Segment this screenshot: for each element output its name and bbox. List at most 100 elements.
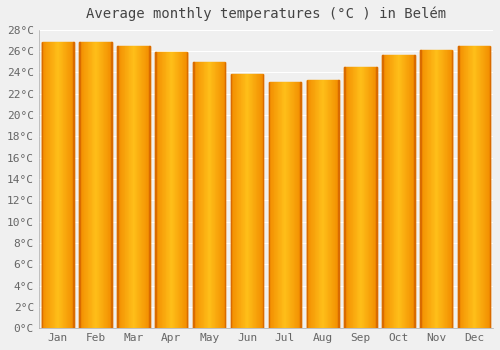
Bar xyxy=(140,46,141,328)
Bar xyxy=(260,74,262,328)
Bar xyxy=(243,74,244,328)
Bar xyxy=(344,67,346,328)
Bar xyxy=(322,80,324,328)
Bar xyxy=(486,46,487,328)
Bar xyxy=(446,50,448,328)
Bar xyxy=(300,82,301,328)
Bar xyxy=(482,46,483,328)
Bar xyxy=(321,80,322,328)
Bar xyxy=(422,50,424,328)
Bar xyxy=(429,50,430,328)
Bar xyxy=(104,42,105,328)
Bar xyxy=(160,52,161,328)
Bar xyxy=(108,42,110,328)
Bar xyxy=(352,67,354,328)
Bar xyxy=(258,74,259,328)
Bar xyxy=(53,42,54,328)
Bar xyxy=(196,62,197,328)
Bar xyxy=(176,52,177,328)
Bar xyxy=(46,42,48,328)
Bar xyxy=(360,67,362,328)
Bar xyxy=(309,80,310,328)
Bar xyxy=(334,80,335,328)
Bar xyxy=(390,55,391,328)
Bar xyxy=(105,42,106,328)
Bar xyxy=(168,52,169,328)
Bar xyxy=(440,50,441,328)
Bar xyxy=(331,80,332,328)
Bar xyxy=(86,42,88,328)
Bar xyxy=(42,42,43,328)
Bar xyxy=(213,62,214,328)
Bar xyxy=(460,46,462,328)
Bar xyxy=(244,74,246,328)
Bar xyxy=(366,67,367,328)
Bar xyxy=(484,46,486,328)
Bar xyxy=(426,50,428,328)
Bar xyxy=(177,52,178,328)
Bar xyxy=(433,50,434,328)
Bar xyxy=(404,55,405,328)
Bar xyxy=(449,50,450,328)
Bar xyxy=(236,74,238,328)
Bar xyxy=(310,80,312,328)
Bar xyxy=(467,46,468,328)
Bar xyxy=(201,62,202,328)
Bar xyxy=(328,80,329,328)
Bar xyxy=(98,42,99,328)
Bar xyxy=(471,46,472,328)
Bar xyxy=(282,82,283,328)
Bar xyxy=(358,67,359,328)
Bar xyxy=(88,42,89,328)
Bar xyxy=(420,50,421,328)
Bar xyxy=(396,55,397,328)
Bar xyxy=(420,50,421,328)
Bar xyxy=(81,42,82,328)
Bar xyxy=(97,42,98,328)
Bar xyxy=(286,82,288,328)
Bar xyxy=(483,46,484,328)
Bar xyxy=(247,74,248,328)
Bar xyxy=(401,55,402,328)
Bar xyxy=(330,80,331,328)
Bar xyxy=(277,82,278,328)
Bar xyxy=(45,42,46,328)
Bar xyxy=(107,42,108,328)
Bar xyxy=(178,52,180,328)
Bar xyxy=(444,50,445,328)
Bar xyxy=(450,50,451,328)
Bar xyxy=(274,82,275,328)
Bar xyxy=(283,82,284,328)
Bar xyxy=(111,42,112,328)
Bar xyxy=(50,42,51,328)
Bar xyxy=(235,74,236,328)
Bar xyxy=(197,62,198,328)
Bar xyxy=(187,52,188,328)
Bar xyxy=(413,55,414,328)
Bar xyxy=(184,52,185,328)
Bar xyxy=(337,80,338,328)
Bar xyxy=(212,62,213,328)
Bar xyxy=(387,55,388,328)
Bar xyxy=(216,62,217,328)
Bar xyxy=(202,62,203,328)
Bar xyxy=(131,46,132,328)
Bar xyxy=(405,55,406,328)
Bar xyxy=(474,46,475,328)
Bar xyxy=(336,80,337,328)
Bar xyxy=(100,42,101,328)
Bar xyxy=(54,42,56,328)
Bar xyxy=(297,82,298,328)
Bar xyxy=(172,52,173,328)
Bar xyxy=(458,46,459,328)
Bar xyxy=(400,55,401,328)
Bar xyxy=(269,82,270,328)
Bar xyxy=(279,82,280,328)
Bar xyxy=(164,52,165,328)
Bar xyxy=(124,46,126,328)
Bar xyxy=(138,46,139,328)
Bar xyxy=(194,62,196,328)
Bar xyxy=(231,74,232,328)
Bar xyxy=(432,50,433,328)
Bar xyxy=(403,55,404,328)
